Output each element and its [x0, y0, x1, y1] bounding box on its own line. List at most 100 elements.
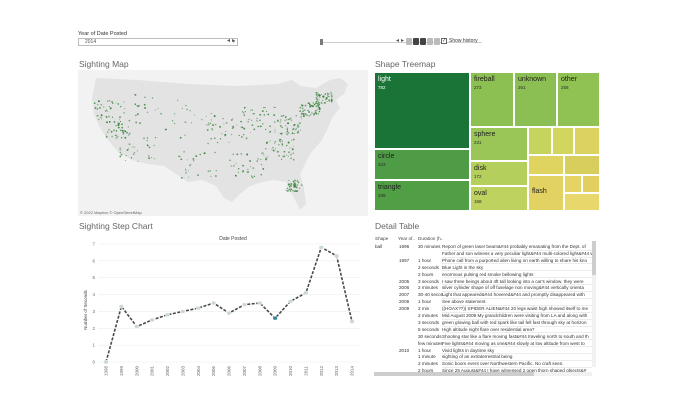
- treemap-cell-disk[interactable]: disk 172: [470, 161, 528, 186]
- data-point-2000[interactable]: [134, 324, 140, 329]
- sighting-dot: [245, 137, 248, 140]
- data-point-2009[interactable]: [272, 316, 278, 321]
- cell-summary: Report of green laser beam&#44 probably …: [442, 244, 586, 249]
- table-row[interactable]: 30 seconds Shooting star like a flare mov…: [374, 333, 600, 340]
- data-point-2002[interactable]: [165, 312, 170, 317]
- scrollbar-thumb[interactable]: [592, 241, 596, 275]
- data-point-1998[interactable]: [103, 359, 109, 364]
- sighting-dot: [312, 102, 315, 104]
- table-row[interactable]: 2010 1 hour Vivid lights in daytime sky: [374, 347, 600, 354]
- sighting-dot: [298, 122, 301, 125]
- stop-icon[interactable]: [413, 38, 419, 45]
- table-row[interactable]: 5 seconds High altitude night flare over …: [374, 326, 600, 333]
- sighting-dot: [232, 126, 235, 129]
- treemap-cell-light[interactable]: light 782: [374, 72, 470, 149]
- scrollbar-thumb[interactable]: [374, 372, 534, 376]
- treemap-cell-unknown[interactable]: unknown 261: [514, 72, 557, 127]
- treemap-cell-flash[interactable]: flash: [528, 175, 564, 211]
- treemap-cell-fireball[interactable]: fireball 273: [470, 72, 514, 127]
- column-header-year[interactable]: Year of..: [398, 236, 415, 241]
- data-point-2004[interactable]: [195, 306, 201, 311]
- speed-icon[interactable]: [427, 38, 433, 45]
- show-history-checkbox[interactable]: ✓: [441, 38, 447, 44]
- sighting-dot: [296, 126, 298, 128]
- sighting-dot: [321, 102, 323, 104]
- data-point-2006[interactable]: [226, 311, 232, 316]
- sighting-step-chart[interactable]: Date Posted Number of Seconds 0 1 2 3 4 5 6 7 1…: [78, 232, 368, 382]
- vertical-scrollbar[interactable]: [592, 241, 596, 367]
- data-point-2010[interactable]: [288, 299, 293, 304]
- y-tick-label: 7: [92, 242, 95, 247]
- data-point-2001[interactable]: [149, 317, 155, 322]
- table-row[interactable]: Father and son witness a very peculiar l…: [374, 250, 600, 257]
- treemap-cell-small[interactable]: [564, 193, 600, 211]
- table-row[interactable]: ball 1996 30 minutes Report of green laser …: [374, 243, 600, 250]
- table-row[interactable]: 2005 3 seconds I saw three beings about 4f…: [374, 278, 600, 285]
- previous-year-button[interactable]: ◂: [227, 38, 231, 44]
- data-point-2012[interactable]: [318, 245, 324, 250]
- treemap-cell-small[interactable]: [528, 127, 552, 155]
- sighting-dot: [308, 103, 311, 106]
- year-slider-thumb[interactable]: [320, 39, 323, 45]
- sighting-dot: [306, 114, 308, 117]
- sighting-dot: [119, 155, 122, 158]
- sighting-dot: [286, 127, 289, 129]
- sighting-dot: [230, 119, 233, 121]
- data-point-2011[interactable]: [303, 290, 309, 295]
- treemap-cell-sphere[interactable]: sphere 231: [470, 127, 528, 161]
- table-row[interactable]: 2007 30-40 secon.. Light that appeared&#44…: [374, 291, 600, 298]
- sighting-dot: [121, 127, 123, 129]
- treemap-cell-oval[interactable]: oval 158: [470, 186, 528, 211]
- sighting-dot: [119, 105, 122, 108]
- cell-year: 1996: [399, 244, 410, 249]
- column-header-shape[interactable]: Shape: [375, 236, 389, 241]
- sighting-dot: [122, 132, 125, 135]
- year-slider-track[interactable]: [320, 41, 482, 43]
- data-point-1999[interactable]: [119, 304, 124, 309]
- table-row[interactable]: 2 hours enormous pulsing red smoke bellow…: [374, 271, 600, 278]
- rewind-icon[interactable]: [406, 38, 412, 45]
- table-row[interactable]: 2 minutes Sonic boom event over Northwest…: [374, 360, 600, 367]
- treemap-cell-small[interactable]: [552, 127, 574, 155]
- table-row[interactable]: 2 hours Since 25 August&#44 I have witnes…: [374, 367, 600, 374]
- horizontal-scrollbar[interactable]: [374, 372, 592, 376]
- treemap-cell-small[interactable]: [564, 155, 600, 175]
- data-point-2003[interactable]: [180, 309, 186, 314]
- speed-fast-icon[interactable]: [434, 38, 440, 45]
- slider-forward-button[interactable]: ▸: [401, 38, 405, 44]
- treemap-cell-circle[interactable]: circle 343: [374, 149, 470, 180]
- sighting-dot: [146, 144, 148, 146]
- table-row[interactable]: 1 minute sighting of an extraterrestrial …: [374, 353, 600, 360]
- table-row[interactable]: 2006 2 minutes silver cylinder shape of of…: [374, 284, 600, 291]
- sighting-map[interactable]: © 2022 Mapbox © OpenStreetMap: [78, 70, 368, 216]
- data-point-2008[interactable]: [257, 300, 263, 305]
- sighting-dot: [315, 94, 317, 96]
- table-row[interactable]: 3 seconds green glowing ball with red spa…: [374, 319, 600, 326]
- table-row[interactable]: 2 minutes Mid August 2009 My grandchildre…: [374, 312, 600, 319]
- treemap-cell-small[interactable]: [582, 175, 600, 193]
- treemap-cell-small[interactable]: [528, 155, 564, 175]
- treemap-cell-small[interactable]: [574, 127, 600, 155]
- column-header-duration[interactable]: Duration (h..: [418, 236, 444, 241]
- table-row[interactable]: 2 seconds Blue Light in the sky: [374, 264, 600, 271]
- year-filter-dropdown[interactable]: 2014 ▾: [78, 38, 238, 46]
- slider-back-button[interactable]: ◂: [396, 38, 400, 44]
- table-row[interactable]: 2008 1 hour See above statement.: [374, 298, 600, 305]
- data-point-2013[interactable]: [334, 253, 339, 258]
- data-point-2014[interactable]: [349, 319, 355, 324]
- next-year-button[interactable]: ▸: [232, 38, 236, 44]
- treemap-cell-small[interactable]: [564, 175, 582, 193]
- treemap-cell-other[interactable]: other 258: [557, 72, 600, 127]
- table-row[interactable]: 1997 1 hour Phone call from a purported al…: [374, 257, 600, 264]
- sighting-dot: [302, 112, 305, 115]
- table-row[interactable]: few minutes Five lights&#44 moving as one…: [374, 340, 600, 347]
- sighting-dots: [93, 91, 333, 193]
- sighting-dot: [290, 117, 292, 119]
- treemap-cell-triangle[interactable]: triangle 339: [374, 180, 470, 211]
- data-point-2007[interactable]: [241, 302, 247, 307]
- play-icon[interactable]: [420, 38, 426, 45]
- sighting-dot: [101, 118, 102, 120]
- sighting-dot: [112, 102, 114, 105]
- table-row[interactable]: 2009 2 min ((HOAX??)) SPIDER ALIEN&#44 20 …: [374, 305, 600, 312]
- data-point-2005[interactable]: [211, 300, 216, 305]
